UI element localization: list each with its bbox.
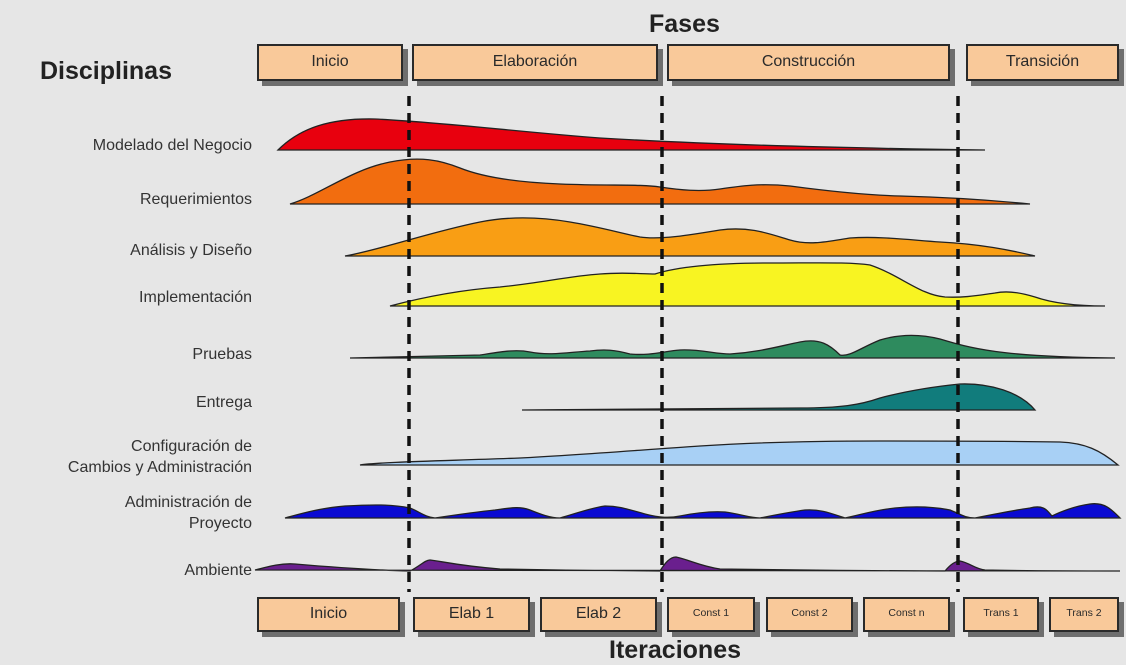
phase-box-transicion: Transición	[966, 44, 1119, 81]
curve-configuracion	[359, 440, 1120, 466]
iteration-box-const-n: Const n	[863, 597, 950, 632]
discipline-label-analisis: Análisis y Diseño	[130, 242, 252, 259]
discipline-label-implementacion: Implementación	[139, 289, 252, 306]
iteration-box-inicio: Inicio	[257, 597, 400, 632]
discipline-label-administracion: Administración de Proyecto	[124, 494, 252, 532]
discipline-label-modelado: Modelado del Negocio	[92, 137, 252, 154]
curve-administracion-proyecto	[284, 503, 1122, 519]
iteraciones-title: Iteraciones	[609, 636, 742, 664]
discipline-label-entrega: Entrega	[195, 394, 252, 411]
iteration-box-const-2: Const 2	[766, 597, 853, 632]
curve-analisis-diseno	[344, 217, 1036, 257]
iteration-box-elab-1: Elab 1	[413, 597, 530, 632]
discipline-label-requerimientos: Requerimientos	[139, 191, 252, 208]
discipline-label-pruebas: Pruebas	[192, 346, 252, 363]
phase-box-construccion: Construcción	[667, 44, 950, 81]
fases-title: Fases	[649, 10, 720, 38]
iteration-box-trans-1: Trans 1	[963, 597, 1039, 632]
curve-pruebas	[349, 334, 1116, 359]
curve-modelado-negocio	[276, 118, 986, 151]
curve-requerimientos	[289, 158, 1031, 205]
iteration-box-const-1: Const 1	[667, 597, 755, 632]
phase-box-inicio: Inicio	[257, 44, 403, 81]
phase-box-elaboracion: Elaboración	[412, 44, 658, 81]
discipline-label-configuracion: Configuración de Cambios y Administración	[67, 438, 252, 476]
iteration-box-trans-2: Trans 2	[1049, 597, 1119, 632]
iteration-box-elab-2: Elab 2	[540, 597, 657, 632]
disciplinas-title: Disciplinas	[40, 57, 172, 85]
discipline-label-ambiente: Ambiente	[184, 562, 252, 579]
curve-entrega	[521, 383, 1037, 411]
curve-ambiente	[254, 556, 1121, 572]
curve-implementacion	[389, 262, 1106, 307]
